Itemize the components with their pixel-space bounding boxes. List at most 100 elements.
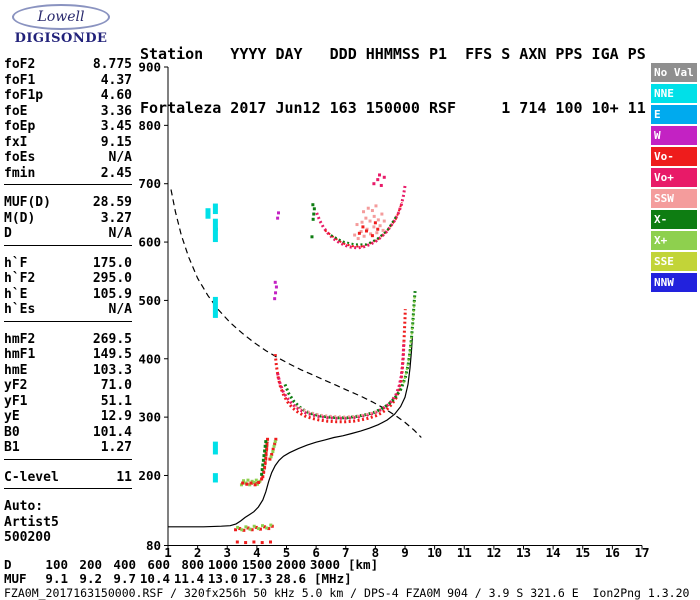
- param-label: yF2: [4, 378, 28, 393]
- param-value: 3.45: [100, 119, 132, 134]
- x-minus-dark-dots: [311, 203, 315, 207]
- d-value: 3000: [309, 557, 340, 572]
- echo-color-legend: No Val NNE E W Vo- Vo+ SSW X- X+ SSE NNW: [651, 63, 697, 294]
- f1-underside-green: [252, 480, 256, 484]
- lowell-digisonde-logo: Lowell DIGISONDE: [8, 4, 114, 46]
- y-axis-tick-label: 800: [138, 118, 161, 133]
- w-direction-dots: [274, 291, 278, 295]
- param-label: h`F: [4, 255, 28, 271]
- x-axis-tick-label: 10: [427, 545, 442, 560]
- param-footer-line: 500200: [4, 530, 51, 545]
- f1-cusp-red: [265, 447, 269, 451]
- second-hop-spread-ssw: [360, 220, 364, 224]
- f1-cusp-red: [262, 470, 266, 474]
- second-hop-spread-ssw: [366, 206, 370, 210]
- x-axis-tick-label: 4: [253, 545, 261, 560]
- y-axis-tick-label: 300: [138, 410, 161, 425]
- param-label: foF1: [4, 72, 36, 88]
- e-trace-red: [263, 525, 267, 529]
- param-row: foE 3.36: [4, 104, 132, 120]
- param-label: hmF2: [4, 331, 36, 347]
- e-trace-red: [267, 527, 271, 531]
- muf-transmission-curve: [170, 189, 422, 438]
- interference-strip: [212, 473, 218, 483]
- param-divider: [4, 320, 132, 322]
- param-row: D N/A: [4, 226, 132, 242]
- f1-underside-green: [255, 482, 259, 486]
- upper-pink-specks: [379, 183, 383, 187]
- param-row: fxI 9.15: [4, 135, 132, 151]
- second-hop-spread-ssw: [365, 227, 369, 231]
- param-row: h`F2 295.0: [4, 271, 132, 287]
- param-label: D: [4, 226, 12, 241]
- x-axis-tick-label: 11: [457, 545, 472, 560]
- param-value: 4.37: [100, 72, 132, 88]
- y-axis-tick-label: 80: [146, 538, 161, 553]
- second-hop-spread-ssw: [376, 218, 380, 222]
- e-trace-red: [238, 527, 242, 531]
- param-value: 101.4: [92, 424, 132, 440]
- d-value: 200: [79, 557, 102, 572]
- f1-cusp-red: [261, 475, 265, 479]
- f1-cusp-red: [264, 456, 268, 460]
- param-value: 12.9: [100, 409, 132, 424]
- f1-cusp-green: [264, 440, 268, 444]
- param-label: fmin: [4, 165, 36, 181]
- param-value: 28.59: [92, 195, 132, 210]
- second-hop-trace-pink: [315, 185, 407, 250]
- f2-trace-x-mode: [283, 290, 417, 420]
- f1-cusp-right-red: [273, 442, 277, 446]
- x-axis-tick-label: 5: [283, 545, 291, 560]
- f1-cusp-green: [261, 463, 265, 467]
- param-value: 4.60: [100, 88, 132, 103]
- header-line-1: Station YYYY DAY DDD HHMMSS P1 FFS S AXN…: [140, 45, 646, 63]
- f2-trace-x-mode-light: [402, 294, 416, 384]
- param-value: 1.27: [100, 440, 132, 455]
- param-divider: [4, 244, 132, 246]
- f1-cusp-green: [263, 449, 267, 453]
- d-value: 800: [181, 557, 204, 572]
- param-label: foEs: [4, 150, 36, 165]
- second-hop-spread-ssw: [364, 216, 368, 220]
- w-direction-dots: [273, 297, 277, 301]
- param-value: 105.9: [92, 286, 132, 302]
- param-row: foEs N/A: [4, 150, 132, 166]
- legend-item-xplus: X+: [651, 231, 697, 250]
- f1-cusp-right-red: [271, 447, 275, 451]
- e-trace-green: [261, 524, 265, 528]
- e-trace-green: [256, 527, 260, 531]
- second-hop-spread-ssw: [382, 219, 386, 223]
- y-axis-tick-label: 400: [138, 351, 161, 366]
- param-label: foE: [4, 103, 28, 119]
- param-divider: [4, 184, 132, 185]
- param-row: fmin 2.45: [4, 166, 132, 182]
- param-label: hmE: [4, 362, 28, 378]
- f1-underside-red: [257, 480, 261, 484]
- f1-underside-red: [245, 482, 249, 486]
- second-hop-spread-red: [364, 229, 368, 233]
- legend-item-e: E: [651, 105, 697, 124]
- second-hop-spread-red: [373, 221, 377, 225]
- f1-cusp-right-red: [274, 437, 278, 441]
- param-row: hmF2 269.5: [4, 332, 132, 348]
- param-value: 175.0: [92, 255, 132, 271]
- param-value: 9.15: [100, 134, 132, 150]
- second-hop-spread-ssw: [362, 210, 366, 214]
- y-axis-tick-label: 500: [138, 293, 161, 308]
- baseline-echoes-red: [235, 540, 239, 544]
- legend-item-xminus: X-: [651, 210, 697, 229]
- muf-label: MUF: [4, 570, 27, 586]
- param-label: MUF(D): [4, 195, 51, 210]
- muf-row: MUF 9.1 9.2 9.7 10.4 11.4 13.0 17.3 28.6 [MHz]: [4, 570, 378, 586]
- second-hop-spread-ssw: [356, 237, 360, 241]
- w-direction-dots: [277, 211, 281, 215]
- e-trace-green: [236, 525, 240, 529]
- param-label: C-level: [4, 469, 59, 485]
- param-row: M(D) 3.27: [4, 211, 132, 227]
- x-minus-dark-dots: [312, 212, 316, 216]
- x-axis-tick-label: 17: [634, 545, 649, 560]
- f1-underside-green: [254, 478, 258, 482]
- param-row: hmF1 149.5: [4, 347, 132, 363]
- f1-cusp-right-green: [271, 450, 275, 454]
